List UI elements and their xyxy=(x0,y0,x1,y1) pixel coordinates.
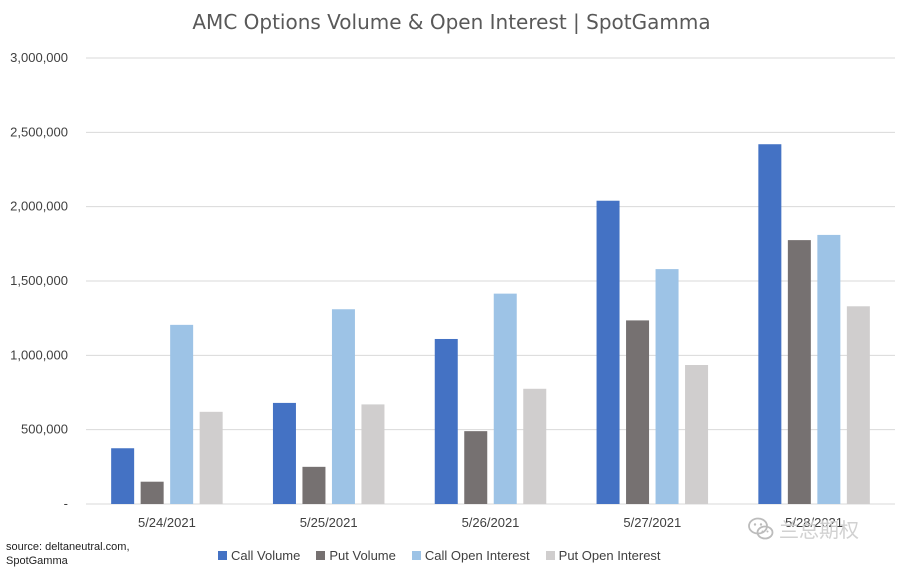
legend-label: Call Volume xyxy=(231,548,301,563)
legend-swatch xyxy=(411,551,421,560)
bar-put-open-interest-0 xyxy=(199,411,223,504)
y-tick-label: 1,500,000 xyxy=(10,273,68,288)
legend-item: Put Open Interest xyxy=(545,548,661,563)
bar-chart: - 500,000 1,000,000 1,500,000 2,000,000 2,500… xyxy=(10,50,895,530)
bar-call-volume-4 xyxy=(758,144,782,504)
bar-put-volume-2 xyxy=(464,431,488,504)
x-tick-label: 5/27/2021 xyxy=(623,515,681,530)
legend: Call Volume Put Volume Call Open Interest P… xyxy=(218,548,661,563)
bar-put-open-interest-4 xyxy=(846,306,870,504)
legend-label: Put Open Interest xyxy=(558,548,661,563)
bar-put-volume-4 xyxy=(787,240,811,504)
legend-item: Call Open Interest xyxy=(411,548,530,563)
bar-call-open-interest-0 xyxy=(170,324,194,504)
y-tick-label: 1,000,000 xyxy=(10,347,68,362)
source-note: source: deltaneutral.com, SpotGamma xyxy=(6,540,130,568)
bar-put-open-interest-1 xyxy=(361,404,385,504)
x-tick-label: 5/25/2021 xyxy=(300,515,358,530)
bar-put-volume-1 xyxy=(302,466,326,504)
y-tick-label: 3,000,000 xyxy=(10,50,68,65)
y-tick-label: - xyxy=(64,496,68,511)
bar-call-open-interest-4 xyxy=(817,234,841,504)
bar-put-volume-0 xyxy=(140,481,164,504)
legend-swatch xyxy=(218,551,227,560)
legend-label: Call Open Interest xyxy=(424,548,530,563)
legend-swatch xyxy=(316,551,326,560)
legend-item: Call Volume xyxy=(218,548,300,563)
watermark: 兰总期权 xyxy=(747,514,859,543)
bar-call-open-interest-3 xyxy=(655,269,679,504)
y-tick-label: 500,000 xyxy=(21,422,68,437)
bar-put-open-interest-3 xyxy=(685,364,709,504)
x-tick-label: 5/24/2021 xyxy=(138,515,196,530)
bar-put-volume-3 xyxy=(626,320,650,504)
source-line-2: SpotGamma xyxy=(6,555,68,567)
legend-label: Put Volume xyxy=(329,548,396,563)
legend-item: Put Volume xyxy=(316,548,396,563)
bar-call-open-interest-1 xyxy=(331,309,355,504)
bar-call-volume-2 xyxy=(434,338,458,504)
y-tick-label: 2,000,000 xyxy=(10,199,68,214)
chart-title: AMC Options Volume & Open Interest | Spo… xyxy=(192,10,711,34)
x-tick-label: 5/28/2021 xyxy=(785,515,843,530)
bar-call-open-interest-2 xyxy=(493,293,517,504)
bar-call-volume-3 xyxy=(596,200,620,504)
y-tick-label: 2,500,000 xyxy=(10,124,68,139)
bar-call-volume-1 xyxy=(272,402,296,504)
bar-put-open-interest-2 xyxy=(523,388,547,504)
source-line-1: source: deltaneutral.com, xyxy=(6,541,130,553)
bar-call-volume-0 xyxy=(111,448,135,504)
watermark-text: 兰总期权 xyxy=(779,518,859,542)
wechat-logo-icon xyxy=(748,517,774,539)
legend-swatch xyxy=(545,551,555,560)
x-tick-label: 5/26/2021 xyxy=(462,515,520,530)
